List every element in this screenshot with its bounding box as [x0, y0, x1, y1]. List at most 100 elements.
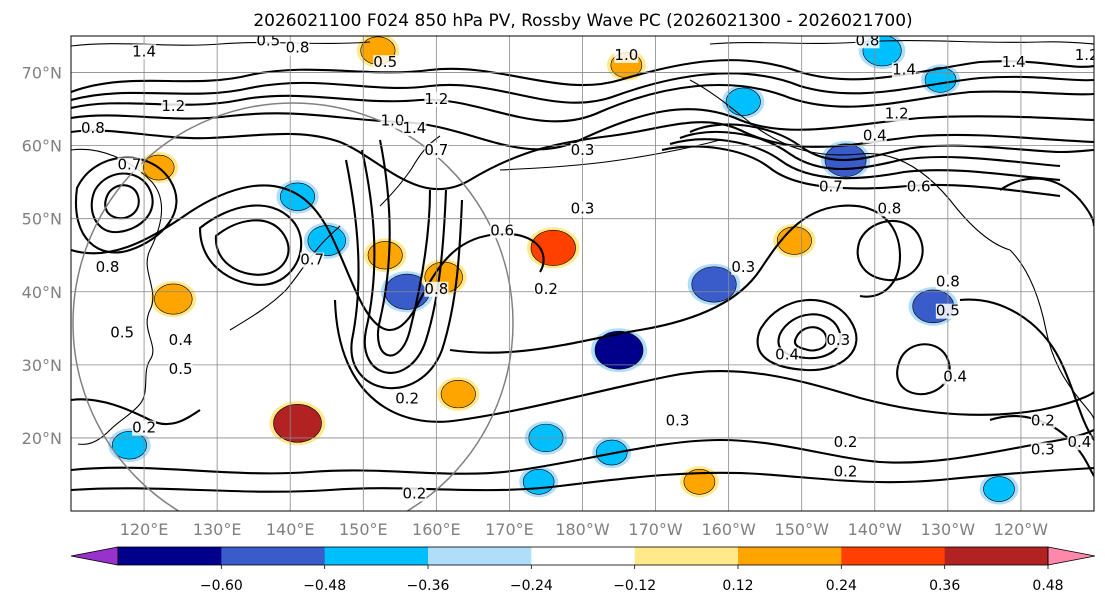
colorbar-tick-label: −0.60 [200, 578, 243, 594]
map-panel: 1.4 0.5 0.8 0.5 1.2 0.8 1.0 1.2 1.4 0.7 1.0 0.8 0.4 1… [71, 36, 1094, 511]
contour-label-bg [168, 332, 193, 348]
colorbar-extend-high [1047, 546, 1096, 566]
contour-label-bg [424, 91, 449, 107]
contour-label-bg [906, 179, 931, 195]
contour-label: 0.7 [300, 251, 324, 269]
contour-label: 0.4 [943, 367, 967, 385]
colorbar-tick-label: 0.36 [929, 578, 960, 594]
contour-label: 0.2 [534, 280, 558, 298]
x-tick-label: 130°E [193, 520, 242, 539]
colorbar-segment-1 [221, 547, 326, 565]
x-tick-label: 170°E [485, 520, 534, 539]
x-tick-label: 120°W [994, 520, 1049, 539]
gridlines [71, 36, 1094, 511]
contour-label: 0.3 [1031, 441, 1055, 459]
coastline-aleutians [499, 139, 721, 171]
contour-line [793, 326, 828, 352]
contour-label-bg [132, 420, 157, 436]
contour-label-bg [402, 486, 427, 502]
contour-label-bg [490, 223, 515, 239]
contour-label-bg [826, 332, 851, 348]
contour-label-bg [833, 464, 858, 480]
colorbar-tick-label: 0.12 [722, 578, 753, 594]
contour-label: 0.3 [731, 258, 755, 276]
colorbar-tick-label: 0.24 [826, 578, 857, 594]
colorbar-extend-low [70, 546, 119, 566]
contour-label-bg [300, 252, 325, 268]
pv-shading-7 [280, 182, 316, 211]
map-frame [70, 35, 1095, 512]
x-tick-label: 160°W [701, 520, 756, 539]
colorbar-segment-4 [531, 547, 636, 565]
x-tick-label: 150°W [775, 520, 830, 539]
contour-label-bg [110, 325, 135, 341]
contour-label-bg [731, 259, 756, 275]
contour-line [71, 72, 1094, 104]
contour-line [959, 298, 1094, 441]
colorbar-segment-7 [841, 547, 946, 565]
contour-line [856, 219, 924, 282]
contour-line [679, 130, 1061, 170]
contour-label-bg [614, 47, 639, 63]
contour-label: 0.2 [403, 484, 427, 502]
contour-label-bg [380, 113, 405, 129]
coastline-arctic [709, 40, 1094, 45]
contour-label: 1.0 [614, 46, 638, 64]
contour-label-bg [395, 391, 420, 407]
colorbar-segment-0 [118, 547, 222, 565]
y-tick-label: 50°N [22, 210, 62, 229]
contour-line [689, 123, 1094, 162]
x-tick-label: 140°W [848, 520, 903, 539]
contour-label-bg [884, 106, 909, 122]
contour-label: 0.4 [863, 126, 887, 144]
contour-label: 1.4 [1002, 53, 1026, 71]
contour-label: 0.2 [1031, 411, 1055, 429]
contour-line [71, 466, 1094, 493]
colorbar-frame [117, 546, 1049, 566]
contour-line [71, 84, 1094, 123]
x-tick-label: 120°E [120, 520, 169, 539]
contour-label-bg [168, 362, 193, 378]
contour-label: 0.7 [118, 156, 142, 174]
pv-shading-23 [983, 476, 1015, 502]
contour-label: 0.2 [395, 389, 419, 407]
contour-label: 1.2 [424, 90, 448, 108]
contour-label-bg [424, 142, 449, 158]
contour-label: 0.3 [571, 199, 595, 217]
contour-label: 0.6 [907, 177, 931, 195]
contour-label-bg [80, 121, 105, 136]
colorbar-tick-label: −0.48 [303, 578, 346, 594]
x-tick-label: 150°E [339, 520, 388, 539]
colorbar-tick-label: −0.12 [613, 578, 656, 594]
coastline-layer [71, 40, 1094, 445]
contour-label: 0.8 [424, 280, 448, 298]
y-tick-label: 40°N [22, 283, 62, 302]
contour-label-bg [373, 55, 398, 71]
contour-label-bg [424, 281, 449, 297]
contour-label: 0.2 [132, 419, 156, 437]
y-tick-label: 70°N [22, 64, 62, 83]
pv-shading-4 [924, 67, 957, 93]
contour-label-bg [1067, 435, 1092, 451]
contour-label: 0.5 [936, 302, 960, 320]
contour-label-bg [665, 413, 690, 429]
y-tick-labels: 20°N 30°N 40°N 50°N 60°N 70°N [22, 64, 62, 448]
contour-label-bg [1001, 55, 1026, 71]
contour-label-bg [256, 36, 281, 49]
pv-shading-15 [691, 266, 737, 303]
pv-shading-25 [522, 468, 555, 495]
contour-label-bg [285, 40, 310, 56]
x-tick-label: 170°W [628, 520, 683, 539]
x-tick-label: 160°E [412, 520, 461, 539]
contour-line [198, 204, 303, 286]
contour-line [377, 139, 432, 357]
x-tick-label: 140°E [266, 520, 315, 539]
contour-label-bg [95, 259, 120, 275]
contour-label: 0.4 [169, 331, 193, 349]
contour-label: 0.5 [373, 53, 397, 71]
contour-label: 0.3 [826, 331, 850, 349]
colorbar-segment-8 [944, 547, 1049, 565]
colorbar-segment-5 [634, 547, 739, 565]
contour-label: 1.4 [892, 61, 916, 79]
